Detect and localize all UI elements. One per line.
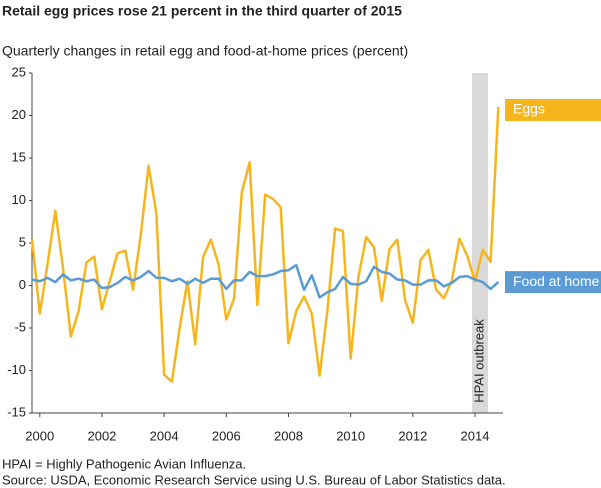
note: Source: USDA, Economic Research Service … bbox=[2, 472, 506, 487]
x-tick-label: 2012 bbox=[398, 428, 427, 443]
x-tick-label: 2014 bbox=[461, 428, 490, 443]
y-tick-label: 5 bbox=[19, 234, 26, 249]
subtitle: Quarterly changes in retail egg and food… bbox=[2, 43, 408, 59]
shade-band bbox=[471, 73, 489, 413]
x-tick-label: 2010 bbox=[336, 428, 365, 443]
y-tick-label: 0 bbox=[19, 277, 26, 292]
y-tick-label: -10 bbox=[7, 362, 26, 377]
x-tick-label: 2000 bbox=[25, 428, 54, 443]
x-tick-label: 2008 bbox=[274, 428, 303, 443]
x-tick-label: 2006 bbox=[212, 428, 241, 443]
note: HPAI = Highly Pathogenic Avian Influenza… bbox=[2, 456, 246, 471]
legend-label: Eggs bbox=[513, 101, 545, 117]
series-line bbox=[31, 263, 500, 299]
y-tick-label: -15 bbox=[7, 404, 26, 419]
x-tick-label: 2002 bbox=[87, 428, 116, 443]
legend-swatch bbox=[505, 99, 601, 121]
legend-label: Food at home bbox=[513, 273, 600, 289]
y-tick-label: 20 bbox=[12, 107, 26, 122]
legend-swatch bbox=[505, 271, 601, 294]
x-tick-label: 2004 bbox=[150, 428, 179, 443]
y-tick-label: -5 bbox=[14, 319, 26, 334]
y-tick-label: 15 bbox=[12, 149, 26, 164]
shade-label: HPAI outbreak bbox=[471, 319, 486, 403]
y-tick-label: 10 bbox=[12, 192, 26, 207]
chart-title: Retail egg prices rose 21 percent in the… bbox=[2, 3, 402, 19]
y-tick-label: 25 bbox=[12, 64, 26, 79]
series-line bbox=[30, 106, 500, 383]
